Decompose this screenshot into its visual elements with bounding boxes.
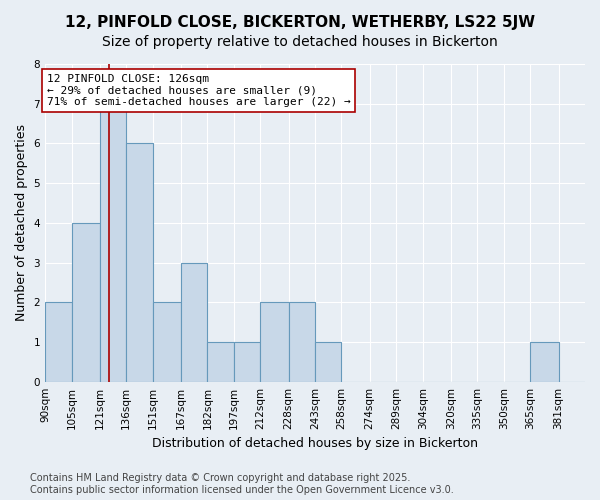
- Text: Size of property relative to detached houses in Bickerton: Size of property relative to detached ho…: [102, 35, 498, 49]
- Text: 12 PINFOLD CLOSE: 126sqm
← 29% of detached houses are smaller (9)
71% of semi-de: 12 PINFOLD CLOSE: 126sqm ← 29% of detach…: [47, 74, 350, 107]
- Bar: [234, 342, 260, 382]
- Text: Contains HM Land Registry data © Crown copyright and database right 2025.
Contai: Contains HM Land Registry data © Crown c…: [30, 474, 454, 495]
- Bar: [530, 342, 559, 382]
- Bar: [208, 342, 234, 382]
- Bar: [152, 302, 181, 382]
- Bar: [71, 223, 100, 382]
- Bar: [126, 144, 152, 382]
- Y-axis label: Number of detached properties: Number of detached properties: [15, 124, 28, 322]
- Bar: [100, 104, 126, 382]
- Bar: [45, 302, 71, 382]
- Bar: [181, 262, 208, 382]
- X-axis label: Distribution of detached houses by size in Bickerton: Distribution of detached houses by size …: [152, 437, 478, 450]
- Bar: [315, 342, 341, 382]
- Bar: [260, 302, 289, 382]
- Bar: [289, 302, 315, 382]
- Text: 12, PINFOLD CLOSE, BICKERTON, WETHERBY, LS22 5JW: 12, PINFOLD CLOSE, BICKERTON, WETHERBY, …: [65, 15, 535, 30]
